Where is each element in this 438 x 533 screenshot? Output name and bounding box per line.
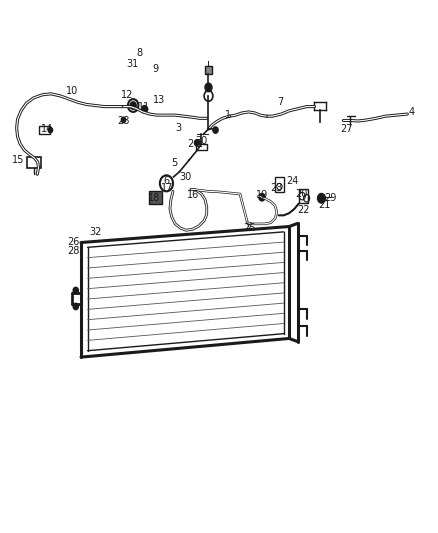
Text: 10: 10 [66, 86, 78, 95]
Text: 21: 21 [318, 200, 330, 209]
Bar [27, 157, 41, 168]
Text: 19: 19 [256, 190, 268, 199]
Text: 14: 14 [41, 124, 53, 134]
Bar [39, 126, 50, 134]
Circle shape [141, 106, 148, 113]
Text: 32: 32 [89, 227, 102, 237]
Text: 24: 24 [286, 176, 299, 186]
Circle shape [73, 303, 78, 310]
Circle shape [259, 193, 265, 201]
Circle shape [318, 193, 325, 203]
Text: 26: 26 [67, 237, 80, 247]
Text: 28: 28 [117, 116, 130, 126]
Text: 16: 16 [187, 190, 199, 199]
Text: 5: 5 [171, 158, 177, 167]
Circle shape [213, 127, 218, 133]
Text: 2: 2 [187, 139, 194, 149]
Circle shape [130, 102, 136, 109]
Circle shape [48, 127, 53, 133]
Circle shape [205, 83, 212, 92]
Text: 22: 22 [297, 205, 309, 215]
Text: 13: 13 [153, 95, 165, 104]
Circle shape [194, 140, 200, 146]
Bar [275, 177, 284, 192]
Bar [149, 191, 162, 204]
Text: 30: 30 [195, 136, 208, 146]
Text: 17: 17 [161, 183, 173, 192]
Text: 9: 9 [152, 64, 159, 74]
Text: 25: 25 [244, 223, 256, 233]
Text: 30: 30 [180, 172, 192, 182]
Circle shape [121, 117, 126, 123]
Text: 11: 11 [138, 102, 151, 111]
Bar [196, 144, 207, 150]
Text: 20: 20 [295, 189, 307, 199]
Text: 28: 28 [67, 246, 80, 255]
Bar [299, 189, 308, 203]
Text: 18: 18 [148, 193, 160, 203]
Text: 1: 1 [225, 110, 231, 119]
Text: 31: 31 [126, 59, 138, 69]
Text: 27: 27 [340, 124, 352, 134]
Text: 8: 8 [136, 49, 142, 58]
Bar [205, 66, 212, 74]
Circle shape [73, 287, 78, 294]
Text: 7: 7 [277, 98, 283, 107]
Text: 23: 23 [271, 183, 283, 192]
Text: 3: 3 [176, 123, 182, 133]
Circle shape [195, 140, 199, 146]
Text: 29: 29 [325, 193, 337, 203]
Text: 6: 6 [163, 176, 170, 186]
Text: 12: 12 [121, 90, 133, 100]
Text: 4: 4 [409, 107, 415, 117]
Text: 15: 15 [12, 155, 25, 165]
